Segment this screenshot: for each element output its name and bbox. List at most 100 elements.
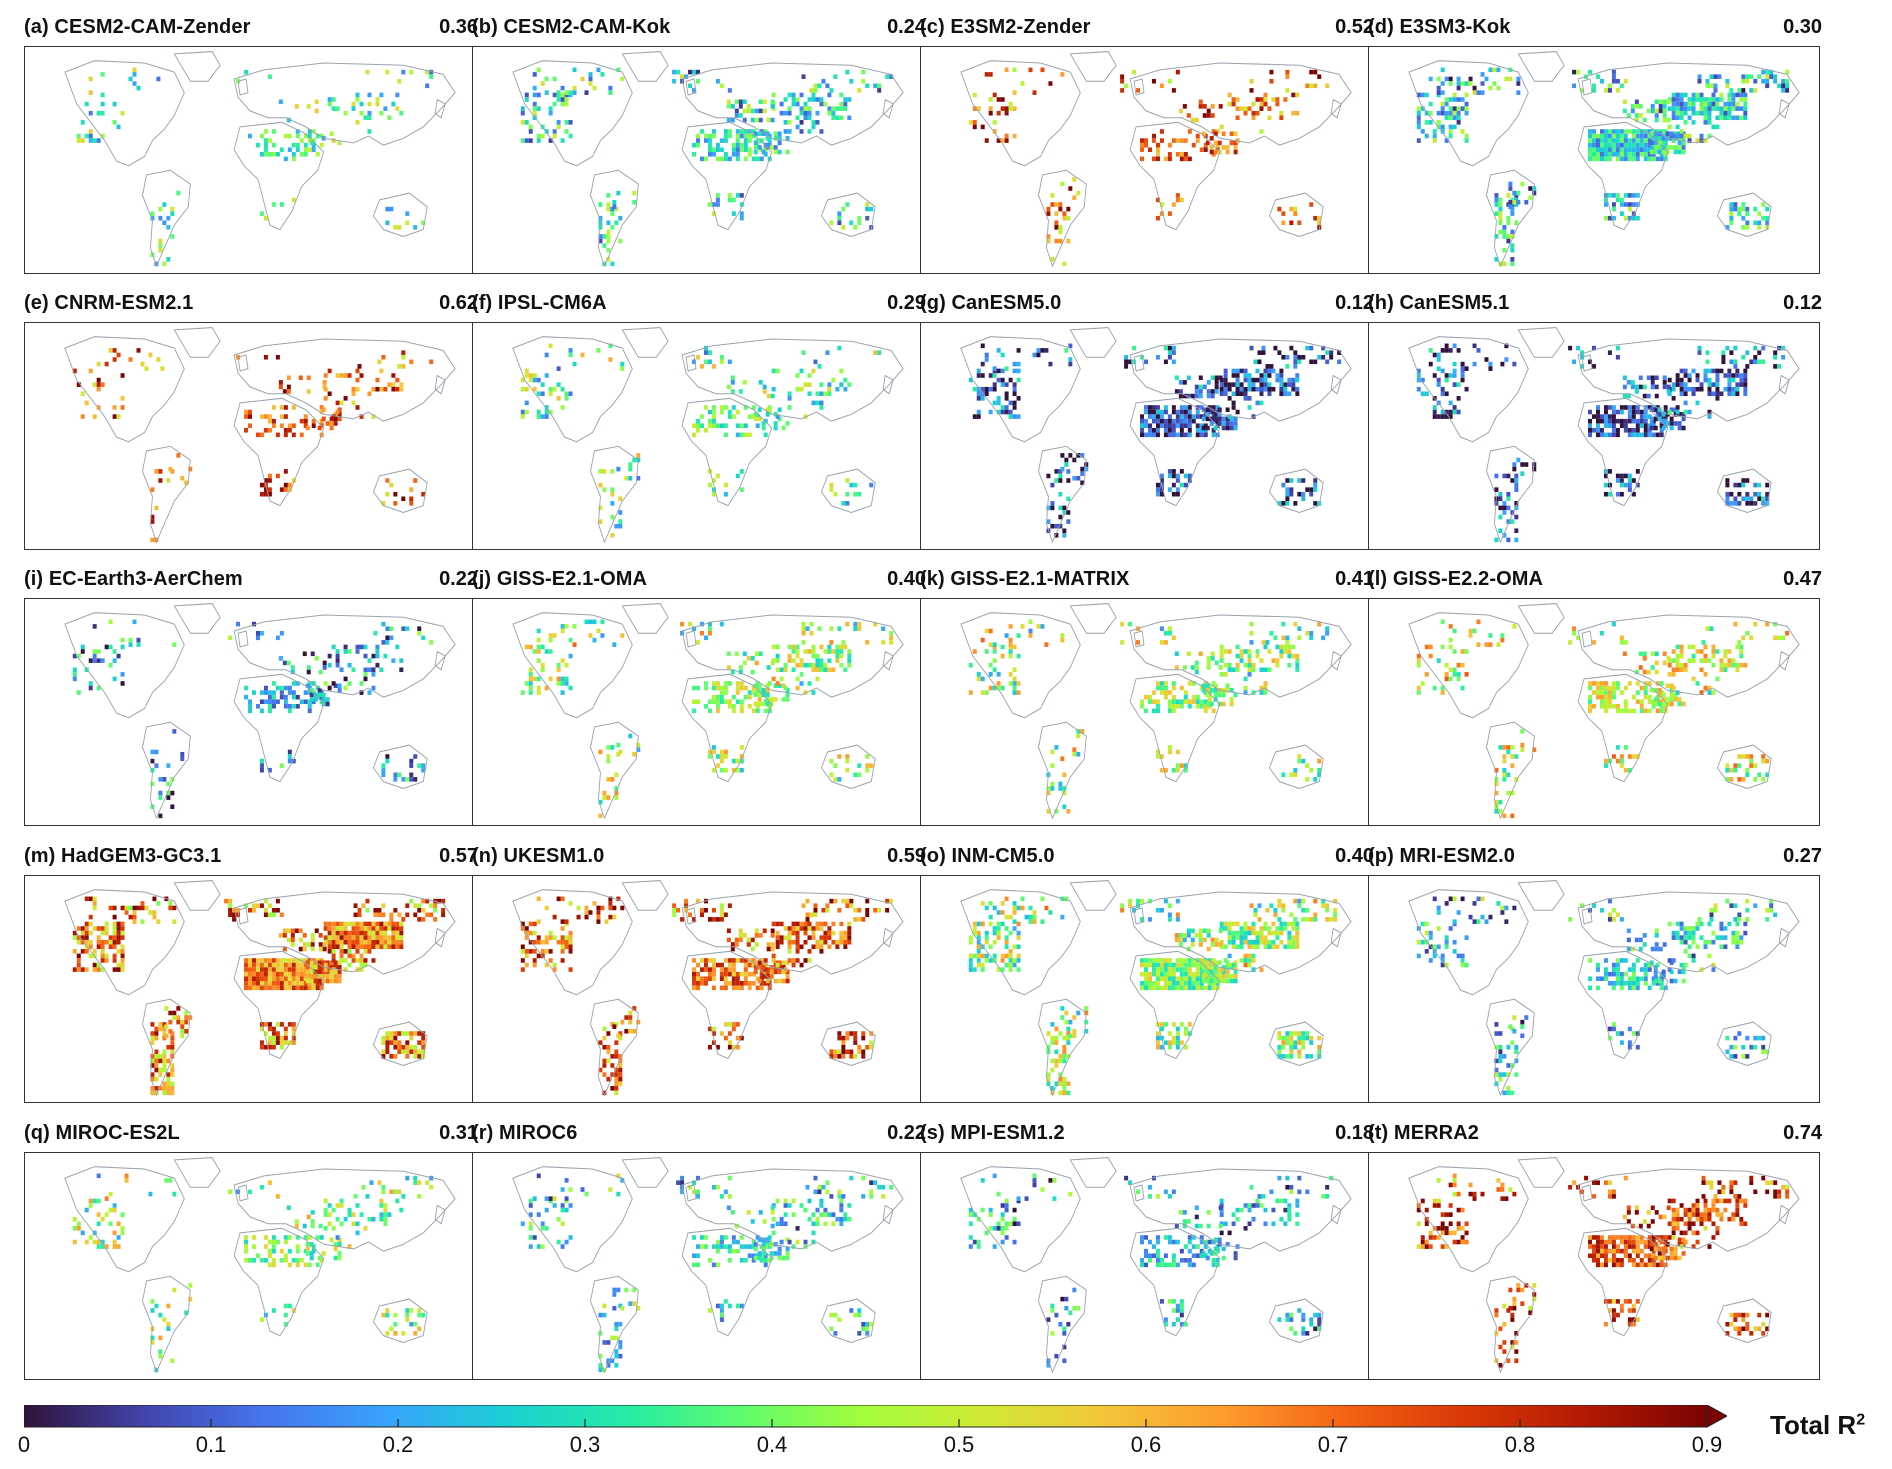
r2-cell xyxy=(556,676,561,682)
r2-cell xyxy=(263,912,268,918)
r2-cell xyxy=(150,1035,155,1041)
r2-cell xyxy=(1642,384,1647,390)
r2-cell xyxy=(1072,195,1077,200)
r2-cell xyxy=(1000,368,1005,374)
r2-cell xyxy=(1671,101,1676,107)
r2-cell xyxy=(1167,142,1172,148)
r2-cell xyxy=(1642,651,1647,657)
r2-cell xyxy=(72,967,77,972)
r2-cell xyxy=(753,412,758,417)
r2-cell xyxy=(1631,152,1636,157)
r2-cell xyxy=(765,969,770,975)
r2-cell xyxy=(1171,428,1176,433)
r2-cell xyxy=(707,423,712,429)
r2-cell xyxy=(1456,120,1461,125)
r2-cell xyxy=(1733,345,1738,351)
r2-cell xyxy=(409,763,414,768)
r2-cell xyxy=(1167,708,1172,714)
r2-cell xyxy=(1066,510,1071,515)
r2-cell xyxy=(889,640,894,645)
r2-cell xyxy=(1643,418,1648,424)
r2-cell xyxy=(158,777,163,782)
r2-cell xyxy=(1464,110,1469,116)
r2-cell xyxy=(307,704,312,709)
r2-cell xyxy=(996,685,1001,691)
r2-cell xyxy=(1638,665,1643,670)
r2-cell xyxy=(1729,767,1734,773)
r2-cell xyxy=(779,921,784,927)
r2-cell xyxy=(327,944,332,950)
r2-cell xyxy=(1233,692,1238,698)
r2-cell xyxy=(827,649,832,654)
r2-cell xyxy=(1711,124,1716,130)
r2-cell xyxy=(343,373,348,378)
r2-cell xyxy=(803,101,808,107)
r2-cell xyxy=(116,939,121,945)
r2-cell xyxy=(747,138,752,143)
r2-cell xyxy=(984,352,989,358)
r2-cell xyxy=(1631,428,1636,433)
r2-cell xyxy=(371,958,376,963)
coastline-japan xyxy=(1330,374,1342,395)
r2-cell xyxy=(1595,428,1600,433)
r2-cell xyxy=(600,72,605,77)
r2-cell xyxy=(96,939,101,945)
r2-cell xyxy=(829,640,834,645)
r2-cell xyxy=(337,416,342,422)
r2-cell xyxy=(628,475,633,481)
r2-cell xyxy=(783,685,788,691)
r2-cell xyxy=(763,958,768,963)
r2-cell xyxy=(1677,697,1682,702)
world-map xyxy=(1368,46,1820,274)
r2-cell xyxy=(1639,133,1644,139)
r2-cell xyxy=(441,907,446,913)
r2-cell xyxy=(1765,621,1770,627)
r2-cell xyxy=(1195,432,1200,438)
r2-cell xyxy=(1516,190,1521,196)
r2-cell xyxy=(719,147,724,153)
r2-cell xyxy=(399,658,404,663)
r2-cell xyxy=(1634,99,1639,105)
r2-cell xyxy=(1655,694,1660,700)
r2-cell xyxy=(1255,386,1260,392)
r2-cell xyxy=(1275,97,1280,102)
r2-cell xyxy=(271,981,276,986)
r2-cell xyxy=(166,781,171,787)
r2-cell xyxy=(1669,683,1674,689)
r2-cell xyxy=(1289,220,1294,226)
r2-cell xyxy=(367,930,372,936)
r2-cell xyxy=(739,754,744,759)
r2-cell xyxy=(96,935,101,940)
r2-cell xyxy=(1155,354,1160,360)
r2-cell xyxy=(1510,754,1515,759)
r2-cell xyxy=(1627,202,1632,207)
r2-cell xyxy=(757,145,762,150)
r2-cell xyxy=(1436,357,1441,362)
r2-cell xyxy=(1058,491,1063,497)
r2-cell xyxy=(1737,482,1742,488)
r2-cell xyxy=(383,930,388,936)
r2-cell xyxy=(1016,368,1021,374)
r2-cell xyxy=(1599,129,1604,134)
r2-cell xyxy=(166,790,171,796)
r2-cell xyxy=(305,969,310,975)
r2-cell xyxy=(299,432,304,438)
r2-cell xyxy=(1749,635,1754,641)
r2-cell xyxy=(552,633,557,638)
r2-cell xyxy=(1211,405,1216,410)
r2-cell xyxy=(528,681,533,686)
r2-cell xyxy=(283,694,288,700)
r2-cell xyxy=(1000,97,1005,102)
r2-cell xyxy=(164,1006,169,1011)
r2-cell xyxy=(1440,106,1445,111)
r2-cell xyxy=(1615,354,1620,360)
r2-cell xyxy=(1761,758,1766,764)
r2-cell xyxy=(1580,350,1585,355)
r2-cell xyxy=(363,667,368,673)
r2-cell xyxy=(158,243,163,248)
r2-cell xyxy=(560,92,565,98)
r2-cell xyxy=(279,1035,284,1041)
r2-cell xyxy=(837,754,842,759)
coastline-greenland xyxy=(1517,603,1565,634)
r2-cell xyxy=(853,225,858,230)
